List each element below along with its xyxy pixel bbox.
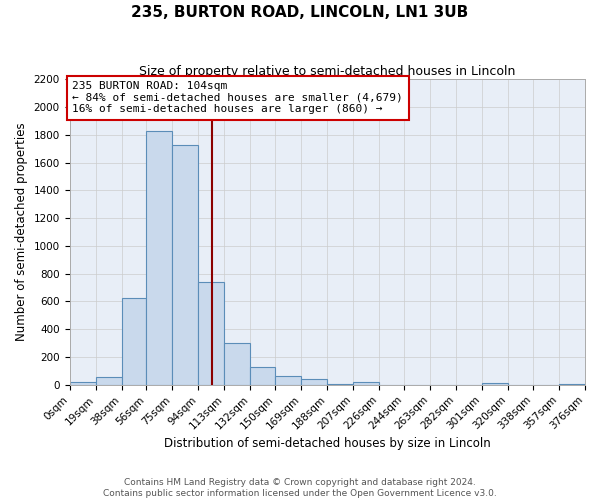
Text: 235 BURTON ROAD: 104sqm
← 84% of semi-detached houses are smaller (4,679)
16% of: 235 BURTON ROAD: 104sqm ← 84% of semi-de… [72,82,403,114]
Bar [275,376,301,385]
Text: 235, BURTON ROAD, LINCOLN, LN1 3UB: 235, BURTON ROAD, LINCOLN, LN1 3UB [131,5,469,20]
Bar [250,367,275,385]
X-axis label: Distribution of semi-detached houses by size in Lincoln: Distribution of semi-detached houses by … [164,437,491,450]
Bar [95,376,122,385]
Bar [559,384,585,385]
Title: Size of property relative to semi-detached houses in Lincoln: Size of property relative to semi-detach… [139,65,515,78]
Text: Contains HM Land Registry data © Crown copyright and database right 2024.
Contai: Contains HM Land Registry data © Crown c… [103,478,497,498]
Bar [172,145,199,385]
Bar [327,384,353,385]
Bar [482,384,508,385]
Bar [301,380,327,385]
Bar [353,382,379,385]
Bar [199,282,224,385]
Bar [122,298,146,385]
Y-axis label: Number of semi-detached properties: Number of semi-detached properties [15,122,28,342]
Bar [146,130,172,385]
Bar [224,343,250,385]
Bar [70,382,95,385]
